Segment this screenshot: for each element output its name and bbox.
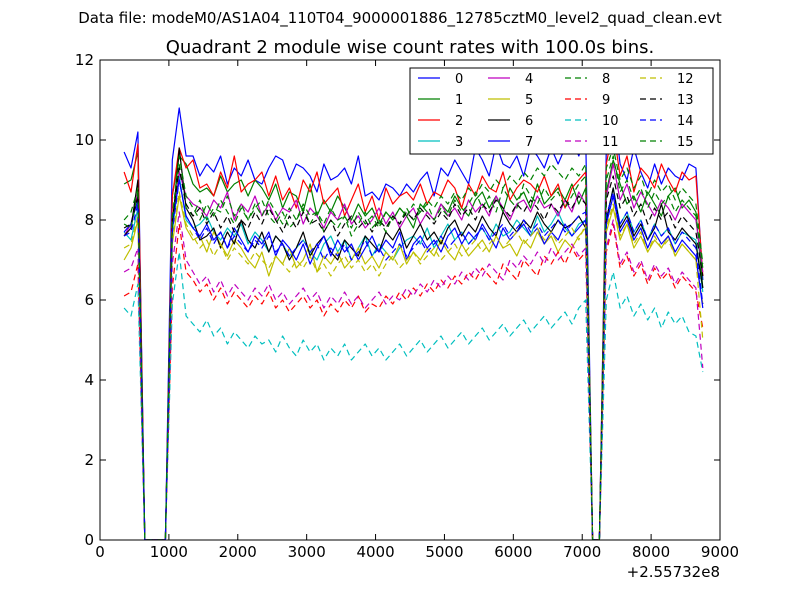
x-tick-label: 6000 (494, 543, 532, 561)
legend-label-6: 6 (525, 114, 533, 129)
legend-label-2: 2 (455, 114, 463, 129)
series-line-6 (123, 147, 704, 540)
chart-title: Quadrant 2 module wise count rates with … (166, 37, 655, 58)
series-layer (123, 103, 704, 540)
series-line-5 (123, 195, 704, 540)
x-offset-label: +2.55732e8 (627, 563, 720, 581)
x-tick-label: 3000 (288, 543, 326, 561)
series-line-15 (123, 147, 704, 540)
legend-label-11: 11 (602, 135, 619, 150)
series-line-14 (123, 179, 704, 540)
y-tick-label: 8 (84, 211, 94, 229)
series-line-12 (123, 191, 704, 540)
legend-label-13: 13 (677, 93, 694, 108)
legend-label-12: 12 (677, 72, 694, 87)
legend-label-5: 5 (525, 93, 533, 108)
x-tick-label: 0 (95, 543, 105, 561)
x-tick-label: 1000 (150, 543, 188, 561)
legend-label-1: 1 (455, 93, 463, 108)
suptitle: Data file: modeM0/AS1A04_110T04_90000018… (78, 9, 722, 28)
series-line-13 (123, 167, 704, 540)
y-tick-label: 12 (75, 51, 94, 69)
legend-box (409, 67, 714, 155)
legend-label-7: 7 (525, 135, 533, 150)
legend-label-14: 14 (677, 114, 694, 129)
x-tick-label: 4000 (356, 543, 394, 561)
legend-label-3: 3 (455, 135, 463, 150)
series-line-8 (123, 155, 704, 540)
legend-label-9: 9 (602, 93, 610, 108)
series-line-11 (123, 211, 704, 540)
legend-label-0: 0 (455, 72, 463, 87)
legend-label-15: 15 (677, 135, 694, 150)
x-tick-label: 9000 (701, 543, 739, 561)
y-tick-label: 0 (84, 531, 94, 549)
x-tick-label: 2000 (219, 543, 257, 561)
legend-label-10: 10 (602, 114, 619, 129)
series-line-7 (123, 179, 704, 540)
y-tick-label: 2 (84, 451, 94, 469)
series-line-10 (123, 251, 704, 540)
legend-label-8: 8 (602, 72, 610, 87)
y-tick-label: 4 (84, 371, 94, 389)
x-tick-label: 8000 (632, 543, 670, 561)
x-tick-label: 7000 (563, 543, 601, 561)
y-tick-label: 10 (75, 131, 94, 149)
legend-label-4: 4 (525, 72, 533, 87)
x-tick-label: 5000 (425, 543, 463, 561)
axis-ticks: 0 1000 2000 3000 4000 5000 6000 7000 8000 9000 0 2 4… (75, 51, 739, 561)
series-line-2 (123, 127, 704, 540)
series-line-9 (123, 223, 704, 540)
y-tick-label: 6 (84, 291, 94, 309)
